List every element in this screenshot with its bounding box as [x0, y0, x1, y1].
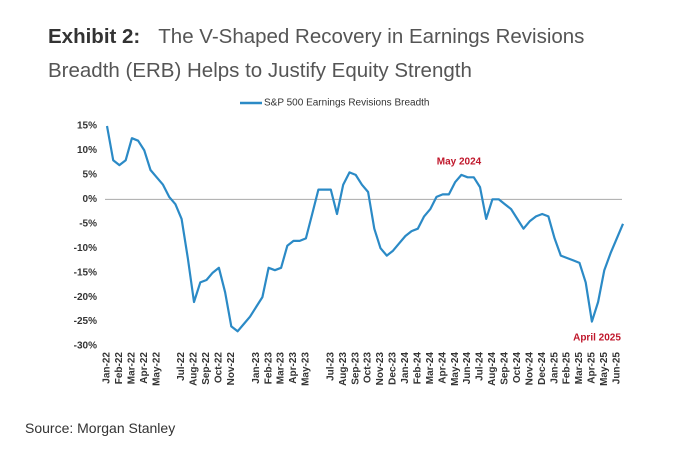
x-tick-label: Mar-22 — [127, 352, 138, 385]
source: Source: Morgan Stanley — [25, 420, 176, 436]
x-tick-label: May-23 — [301, 352, 312, 386]
x-tick-label: Feb-22 — [114, 352, 125, 385]
y-tick-label: 5% — [83, 170, 98, 181]
series-line — [105, 125, 625, 333]
y-tick-label: -20% — [74, 292, 97, 303]
annotation: April 2025 — [573, 333, 621, 344]
x-tick-label: Jan-25 — [549, 352, 560, 384]
x-tick-label: Jan-24 — [400, 352, 411, 384]
x-tick-label: Feb-23 — [263, 352, 274, 385]
x-tick-label: Mar-23 — [276, 352, 287, 385]
x-tick-label: Apr-23 — [288, 352, 299, 384]
x-tick-label: Jul-24 — [475, 352, 486, 381]
x-tick-label: Feb-25 — [562, 352, 573, 385]
y-tick-label: -25% — [74, 316, 97, 327]
x-tick-label: Nov-24 — [524, 352, 535, 386]
y-tick-label: 15% — [77, 121, 97, 132]
y-tick-label: -30% — [74, 341, 97, 352]
x-tick-label: Dec-23 — [388, 352, 399, 385]
legend-label: S&P 500 Earnings Revisions Breadth — [264, 98, 429, 109]
x-tick-label: Oct-24 — [512, 352, 523, 384]
x-tick-label: Nov-23 — [375, 352, 386, 386]
x-tick-label: Jun-24 — [462, 352, 473, 385]
x-tick-label: Sep-24 — [500, 352, 511, 385]
chart: -30%-25%-20%-15%-10%-5%0%5%10%15%Jan-22 F… — [74, 98, 625, 386]
x-tick-label: Apr-22 — [139, 352, 150, 384]
x-tick-label: Mar-25 — [574, 352, 585, 385]
x-tick-label: May-22 — [151, 352, 162, 386]
x-tick-label: Oct-23 — [363, 352, 374, 384]
x-tick-label: Oct-22 — [214, 352, 225, 384]
x-tick-label: Jun-25 — [611, 352, 622, 385]
y-tick-label: -10% — [74, 243, 97, 254]
exhibit-label: Exhibit 2: — [48, 25, 141, 48]
x-tick-label: Sep-22 — [201, 352, 212, 385]
y-tick-label: 10% — [77, 145, 97, 156]
x-tick-label: Jan-22 — [102, 352, 113, 384]
x-tick-label: Jul-23 — [325, 352, 336, 381]
title-block: Exhibit 2: The V-Shaped Recovery in Earni… — [48, 20, 608, 88]
x-tick-label: Nov-22 — [226, 352, 237, 386]
x-tick-label: May-24 — [450, 352, 461, 386]
x-tick-label: Dec-24 — [537, 352, 548, 385]
x-tick-label: Aug-24 — [487, 352, 498, 386]
x-tick-label: Mar-24 — [425, 352, 436, 385]
x-tick-label: Jan-23 — [251, 352, 262, 384]
x-tick-label: Aug-22 — [189, 352, 200, 386]
x-tick-label: Feb-24 — [412, 352, 423, 385]
x-tick-label: Sep-23 — [350, 352, 361, 385]
y-tick-label: -5% — [79, 218, 97, 229]
x-tick-label: Apr-25 — [587, 352, 598, 384]
x-tick-label: Jul-22 — [176, 352, 187, 381]
y-tick-label: -15% — [74, 267, 97, 278]
x-tick-label: Aug-23 — [338, 352, 349, 386]
annotation: May 2024 — [437, 157, 482, 168]
x-tick-label: Apr-24 — [437, 352, 448, 384]
chart-title: The V-Shaped Recovery in Earnings Revisi… — [48, 25, 585, 82]
y-tick-label: 0% — [83, 194, 98, 205]
x-tick-label: May-25 — [599, 352, 610, 386]
